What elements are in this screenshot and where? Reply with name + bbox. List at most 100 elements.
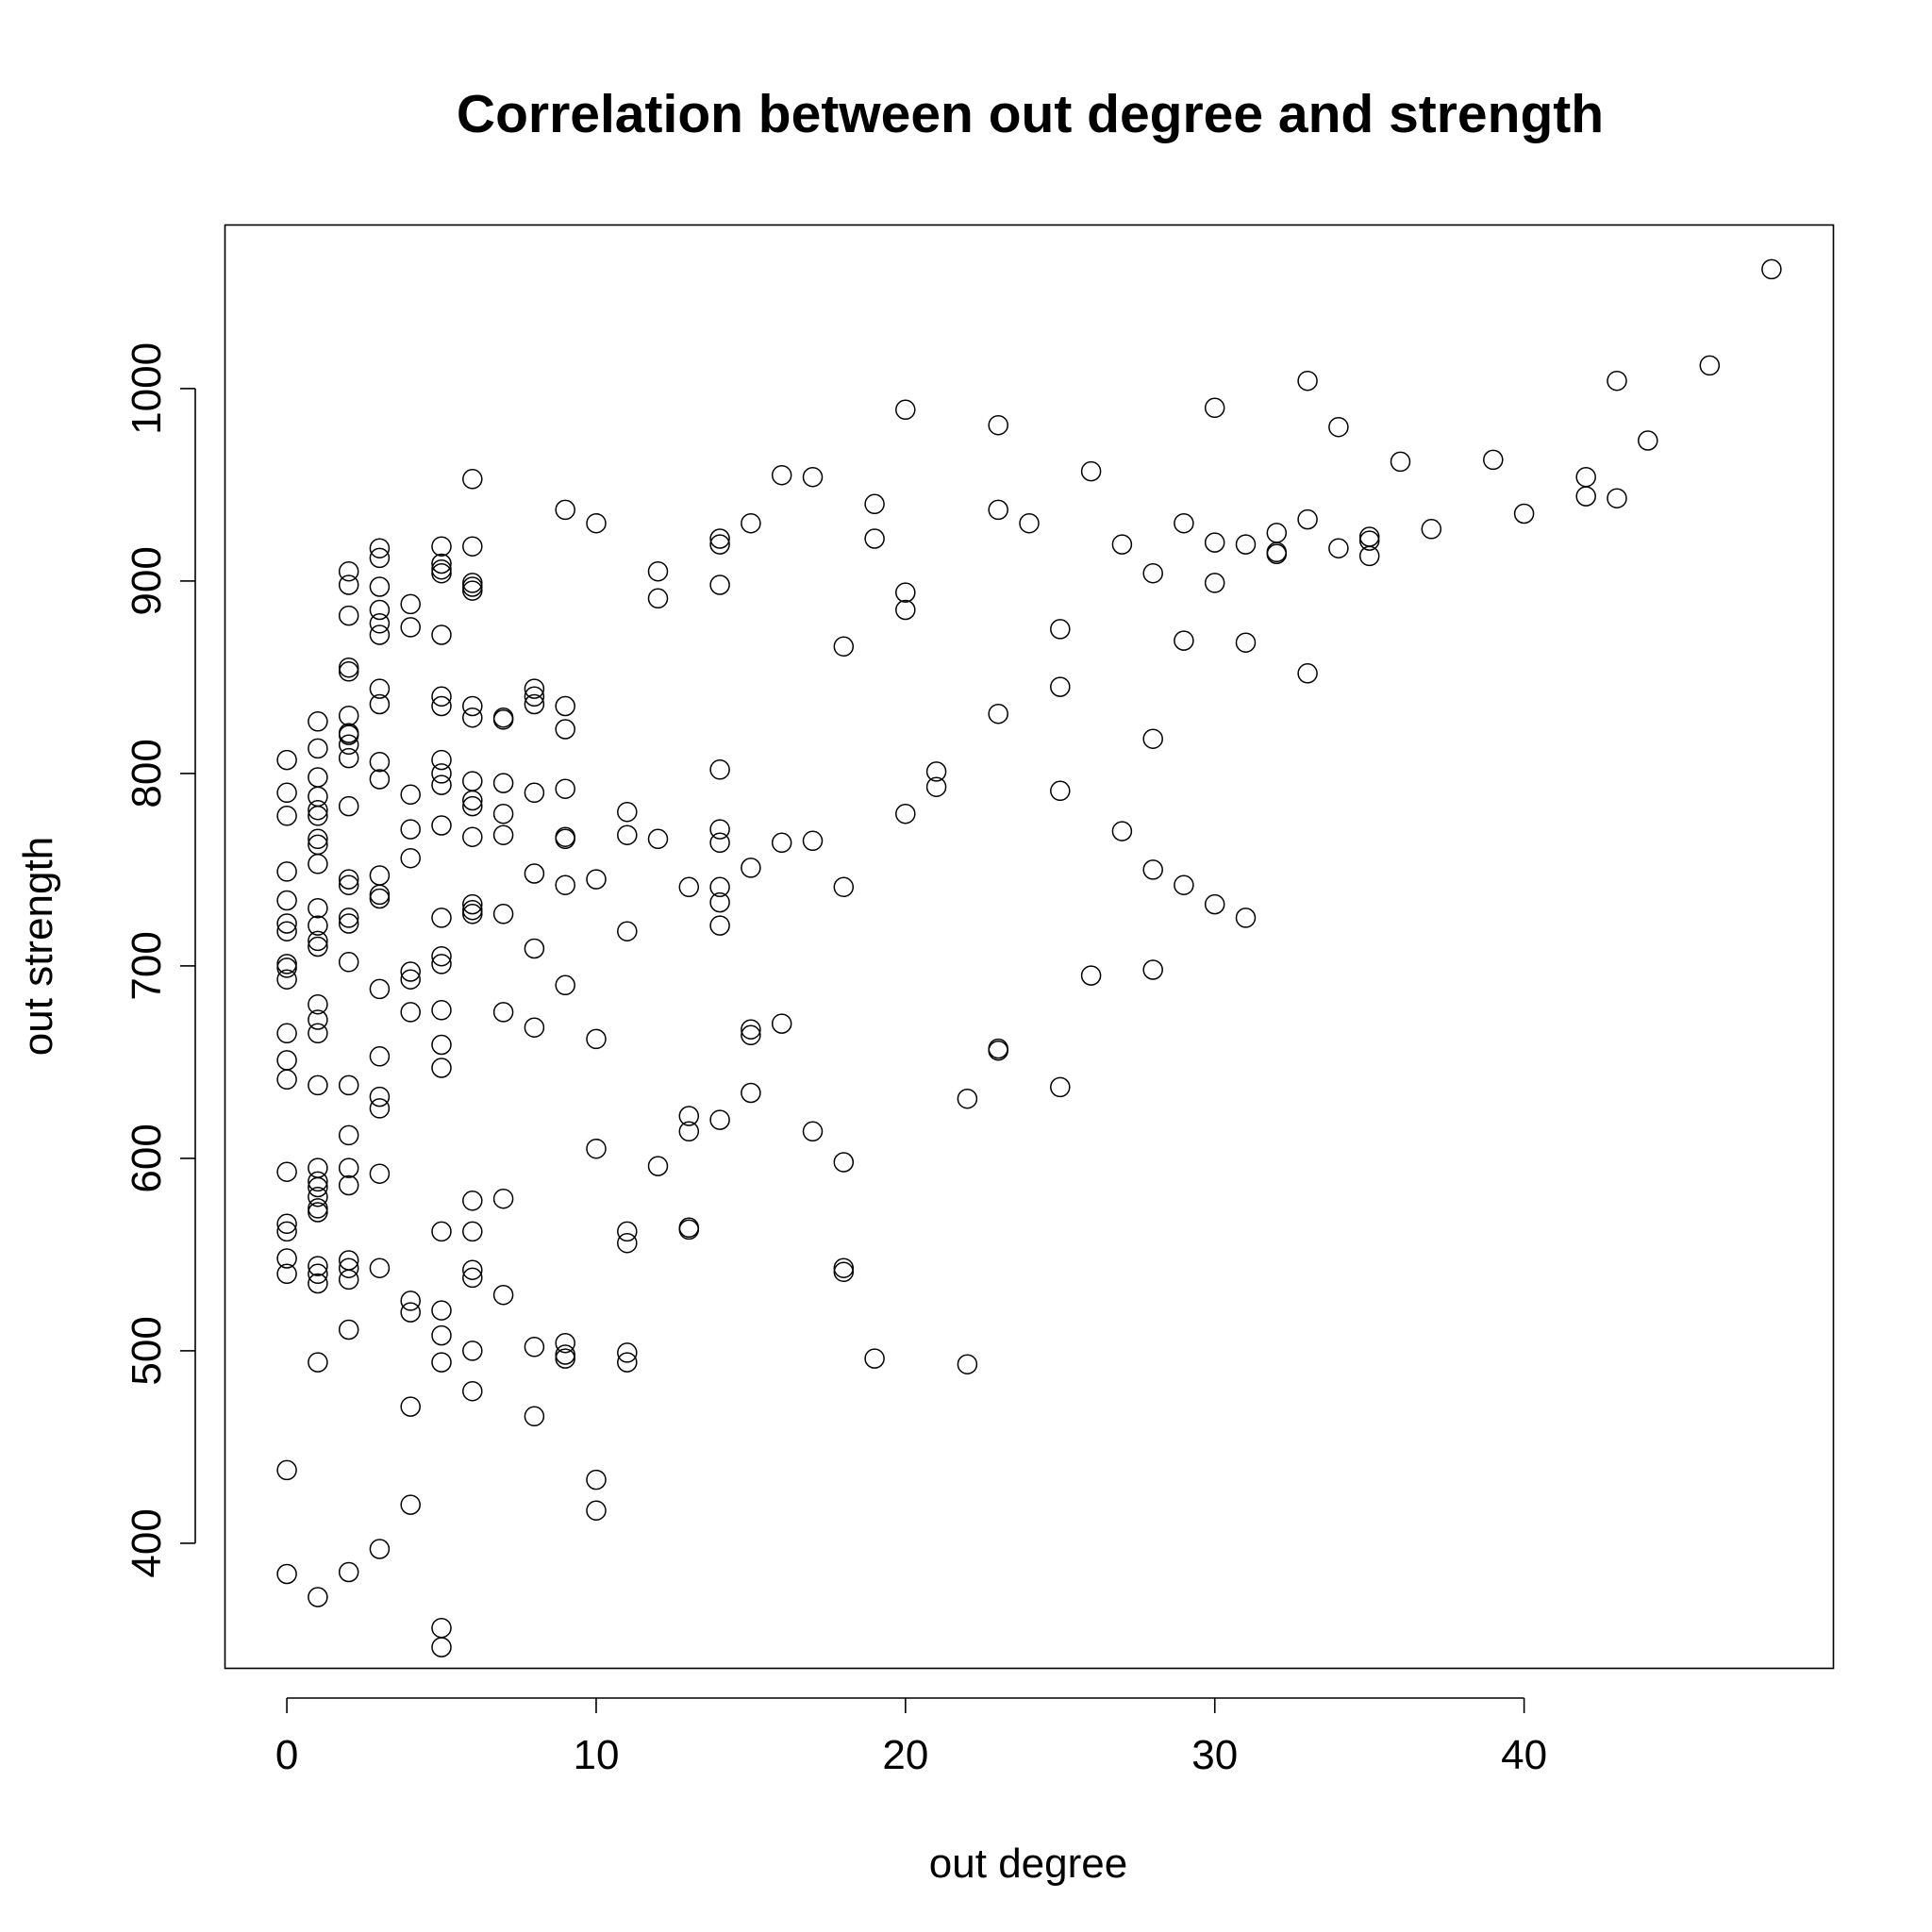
data-point [988, 1038, 1008, 1059]
data-point [400, 847, 421, 869]
data-point [369, 884, 391, 906]
data-point [431, 1352, 452, 1373]
data-point [431, 954, 452, 974]
data-point [431, 625, 452, 645]
data-point [462, 1221, 483, 1242]
data-point [462, 771, 483, 791]
data-point [678, 876, 700, 898]
data-point [524, 1337, 545, 1357]
data-point [369, 613, 391, 634]
data-point [617, 921, 638, 941]
data-point [431, 1637, 452, 1657]
data-point [338, 1174, 359, 1196]
data-point [647, 1156, 669, 1176]
data-point [741, 1019, 761, 1040]
data-point [308, 930, 328, 952]
data-point [1297, 663, 1318, 684]
data-point [1080, 460, 1102, 482]
data-point [833, 876, 855, 898]
y-tick-label: 1000 [124, 342, 170, 435]
x-tick-label: 0 [275, 1732, 298, 1778]
data-point [369, 599, 391, 621]
data-point [369, 769, 391, 790]
data-point [524, 782, 545, 804]
data-point [276, 1221, 297, 1242]
data-point [462, 1341, 483, 1361]
data-point [338, 1124, 359, 1146]
data-point [308, 1074, 328, 1096]
x-tick-label: 40 [1501, 1732, 1547, 1778]
data-point [647, 588, 669, 609]
y-axis: 400 500 600 700 800 900 1000 [124, 342, 196, 1578]
data-point [617, 1232, 638, 1254]
data-point [338, 795, 359, 817]
data-point [1638, 430, 1658, 451]
data-point [492, 803, 514, 824]
data-point [555, 874, 575, 895]
data-point [709, 876, 730, 898]
data-point [276, 1023, 297, 1044]
data-point [369, 1098, 391, 1119]
data-point [1390, 451, 1411, 473]
data-point [462, 576, 483, 597]
data-point [462, 795, 483, 817]
data-point [802, 830, 824, 852]
data-point [709, 759, 730, 780]
data-point [462, 536, 483, 557]
data-point [462, 1191, 483, 1211]
data-point [957, 1088, 978, 1109]
data-point [492, 1284, 514, 1306]
data-point [864, 493, 885, 515]
data-point [338, 657, 359, 678]
data-point [338, 874, 359, 895]
data-point [431, 1034, 452, 1056]
data-point [338, 723, 359, 743]
data-point [1111, 821, 1133, 841]
data-point [308, 799, 328, 821]
data-point [771, 1013, 792, 1034]
data-point [957, 1354, 978, 1374]
data-point [1050, 619, 1071, 640]
data-point [276, 1248, 297, 1269]
data-point [709, 528, 730, 549]
data-point [1699, 355, 1721, 376]
data-point [338, 952, 359, 973]
data-point [338, 747, 359, 769]
data-point [308, 1202, 328, 1223]
data-point [1607, 488, 1627, 508]
data-point [462, 707, 483, 728]
data-point [431, 763, 452, 784]
chart-title: Correlation between out degree and stren… [457, 84, 1604, 144]
data-point [524, 678, 545, 699]
data-point [524, 1017, 545, 1038]
data-point [741, 1024, 761, 1046]
data-point [1204, 893, 1225, 915]
plot-frame [224, 224, 1835, 1670]
data-point [338, 1158, 359, 1178]
data-point [492, 1188, 514, 1209]
data-point [462, 826, 483, 847]
data-point [369, 1539, 391, 1559]
data-point [1142, 562, 1163, 584]
data-point [586, 1028, 607, 1050]
data-point [276, 1050, 297, 1071]
data-point [431, 695, 452, 717]
data-point [431, 1324, 452, 1346]
data-point [369, 576, 391, 597]
data-point [308, 711, 328, 732]
data-point [369, 678, 391, 699]
data-point [1050, 780, 1071, 802]
data-point [617, 1352, 638, 1373]
data-point [1174, 512, 1194, 534]
data-point [492, 1002, 514, 1023]
data-point [462, 904, 483, 924]
data-point [617, 824, 638, 845]
data-point [524, 1406, 545, 1427]
data-point [338, 1561, 359, 1583]
data-point [1421, 519, 1442, 540]
data-point [555, 778, 575, 799]
data-point [492, 773, 514, 793]
data-point [833, 1152, 855, 1173]
data-point [369, 538, 391, 558]
